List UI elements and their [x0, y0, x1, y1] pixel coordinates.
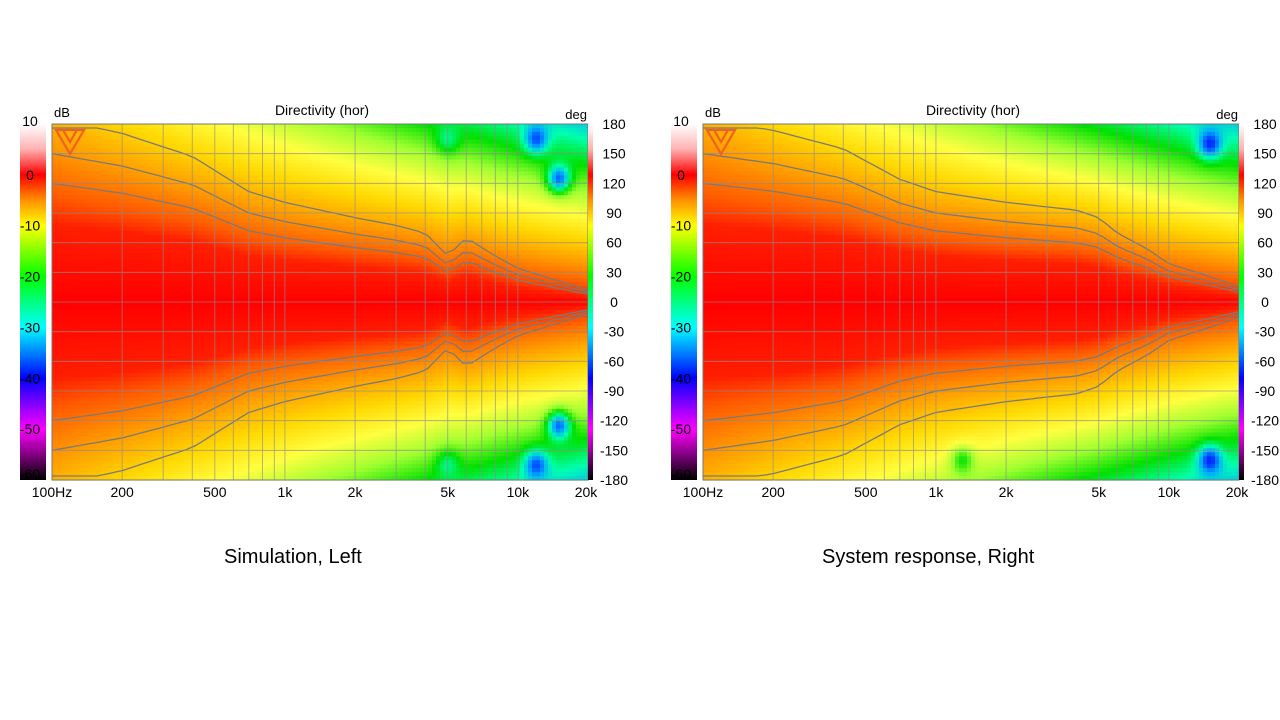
contour-line: [703, 316, 1240, 477]
contour-line: [52, 313, 589, 477]
z-tick-label: -50: [671, 421, 691, 437]
y-tick-label: -120: [1251, 413, 1279, 429]
y-tick-label: 30: [1257, 264, 1273, 280]
chart-title: Directivity (hor): [275, 102, 369, 118]
contour-line: [702, 153, 1240, 291]
contour-line: [51, 153, 589, 293]
caption-right: System response, Right: [822, 546, 1034, 569]
contour-lines: [702, 127, 1240, 477]
z-tick-label: 0: [26, 167, 34, 183]
z-tick-label: -10: [671, 218, 691, 234]
colorbar-left: [20, 124, 46, 480]
z-tick-label: 0: [677, 167, 685, 183]
z-tick-label: 10: [673, 113, 689, 129]
y-tick-label: 120: [602, 175, 626, 191]
chart-panel-left: 10 0 -10 -20 -30 -40 -50 -60 180 150 120 90 60 30 0 -30…: [20, 102, 628, 500]
y-tick-label: 0: [1261, 294, 1269, 310]
y-tick-label: 120: [1253, 175, 1277, 191]
y-tick-label: 0: [610, 294, 618, 310]
z-tick-label: -30: [20, 319, 40, 335]
y-tick-label: -180: [1251, 472, 1279, 488]
z-tick-labels: 10 0 -10 -20 -30 -40 -50 -60: [20, 113, 40, 482]
colorbar-right-strip: [1239, 124, 1244, 480]
y-tick-label: 180: [1253, 116, 1277, 132]
y-tick-label: 60: [606, 235, 622, 251]
y-tick-label: -30: [604, 324, 624, 340]
y-tick-label: -60: [1255, 353, 1275, 369]
z-tick-label: -30: [671, 319, 691, 335]
y-tick-label: 90: [1257, 205, 1273, 221]
y-tick-labels: 180 150 120 90 60 30 0 -30 -60 -90 -120 -150 -180: [1251, 116, 1279, 488]
x-tick-labels: 100Hz 200 500 1k 2k 5k 10k 20k: [32, 484, 599, 500]
z-tick-label: -60: [671, 466, 691, 482]
chart-title: Directivity (hor): [926, 102, 1020, 118]
y-tick-label: 90: [606, 205, 622, 221]
z-tick-label: -40: [20, 370, 40, 386]
x-tick-label: 1k: [278, 484, 294, 500]
y-tick-label: 30: [606, 264, 622, 280]
contour-line: [702, 311, 1240, 422]
right-unit-label: deg: [565, 107, 587, 122]
y-tick-label: -90: [1255, 383, 1275, 399]
left-unit-label: dB: [705, 105, 721, 120]
x-tick-labels: 100Hz 200 500 1k 2k 5k 10k 20k: [683, 484, 1250, 500]
y-tick-label: -60: [604, 353, 624, 369]
z-tick-label: -20: [671, 269, 691, 285]
y-tick-labels: 180 150 120 90 60 30 0 -30 -60 -90 -120 -150 -180: [600, 116, 628, 488]
chart-panel-right: 10 0 -10 -20 -30 -40 -50 -60 180 150 120 90 60 30 0 -30…: [671, 102, 1279, 500]
z-tick-label: -20: [20, 269, 40, 285]
z-tick-labels: 10 0 -10 -20 -30 -40 -50 -60: [671, 113, 691, 482]
x-tick-label: 20k: [575, 484, 599, 500]
z-tick-label: 10: [22, 113, 38, 129]
contour-line: [703, 127, 1240, 288]
x-tick-label: 20k: [1226, 484, 1250, 500]
x-tick-label: 2k: [348, 484, 364, 500]
y-tick-label: -150: [600, 442, 628, 458]
y-tick-label: 60: [1257, 235, 1273, 251]
colorbar-right-strip: [588, 124, 593, 480]
left-unit-label: dB: [54, 105, 70, 120]
x-tick-label: 10k: [1158, 484, 1182, 500]
x-tick-label: 500: [203, 484, 227, 500]
z-tick-label: -50: [20, 421, 40, 437]
x-tick-label: 200: [110, 484, 134, 500]
y-tick-label: 150: [602, 146, 626, 162]
z-tick-label: -40: [671, 370, 691, 386]
contour-line: [702, 313, 1240, 451]
caption-left: Simulation, Left: [224, 546, 362, 569]
z-tick-label: -10: [20, 218, 40, 234]
y-tick-label: 150: [1253, 146, 1277, 162]
y-tick-label: -180: [600, 472, 628, 488]
x-tick-label: 100Hz: [683, 484, 723, 500]
x-tick-label: 5k: [440, 484, 456, 500]
logo-shape: [705, 128, 737, 157]
contour-line: [51, 311, 589, 451]
y-tick-label: 180: [602, 116, 626, 132]
colorbar-left: [671, 124, 697, 480]
x-tick-label: 10k: [507, 484, 531, 500]
contour-line: [52, 127, 589, 291]
y-tick-label: -30: [1255, 324, 1275, 340]
x-tick-label: 200: [761, 484, 785, 500]
right-unit-label: deg: [1216, 107, 1238, 122]
x-tick-label: 1k: [929, 484, 945, 500]
logo-icon: [54, 128, 86, 157]
x-tick-label: 100Hz: [32, 484, 72, 500]
y-tick-label: -150: [1251, 442, 1279, 458]
logo-icon: [705, 128, 737, 157]
x-tick-label: 5k: [1091, 484, 1107, 500]
x-tick-label: 500: [854, 484, 878, 500]
y-tick-label: -120: [600, 413, 628, 429]
logo-shape: [54, 128, 86, 157]
y-tick-label: -90: [604, 383, 624, 399]
contour-line: [702, 182, 1240, 293]
grid: [51, 123, 589, 481]
z-tick-label: -60: [20, 466, 40, 482]
x-tick-label: 2k: [999, 484, 1015, 500]
